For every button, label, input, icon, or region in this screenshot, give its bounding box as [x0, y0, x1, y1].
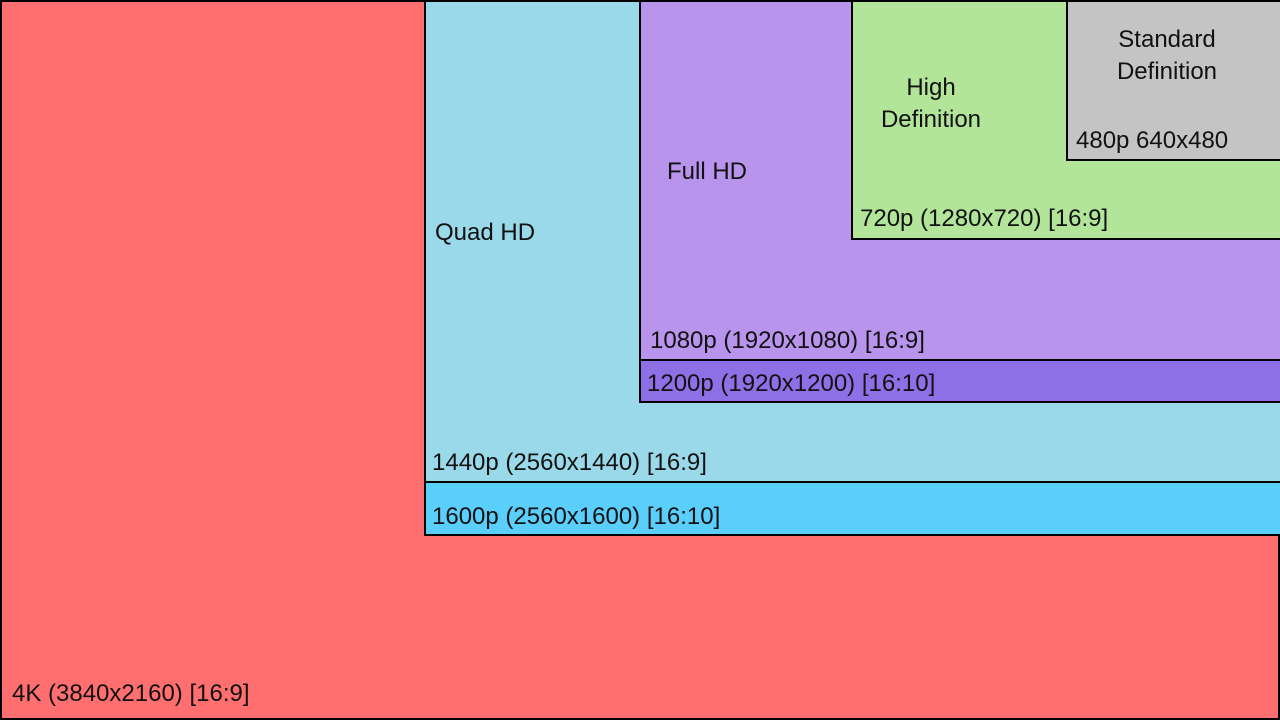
label-1200p: 1200p (1920x1200) [16:10] [647, 370, 936, 397]
label-4k: 4K (3840x2160) [16:9] [12, 680, 250, 707]
label-480p: 480p 640x480 [1076, 127, 1229, 154]
label-quad-hd: Quad HD [435, 219, 536, 246]
label-1600p: 1600p (2560x1600) [16:10] [432, 503, 721, 530]
label-standard-definition: Standard Definition [1116, 26, 1218, 85]
label-high-definition: High Definition [880, 74, 982, 133]
label-1080p: 1080p (1920x1080) [16:9] [650, 327, 925, 354]
label-full-hd: Full HD [667, 158, 748, 185]
label-720p: 720p (1280x720) [16:9] [860, 205, 1109, 232]
label-1440p: 1440p (2560x1440) [16:9] [432, 449, 707, 476]
region-480p [1066, 0, 1280, 161]
